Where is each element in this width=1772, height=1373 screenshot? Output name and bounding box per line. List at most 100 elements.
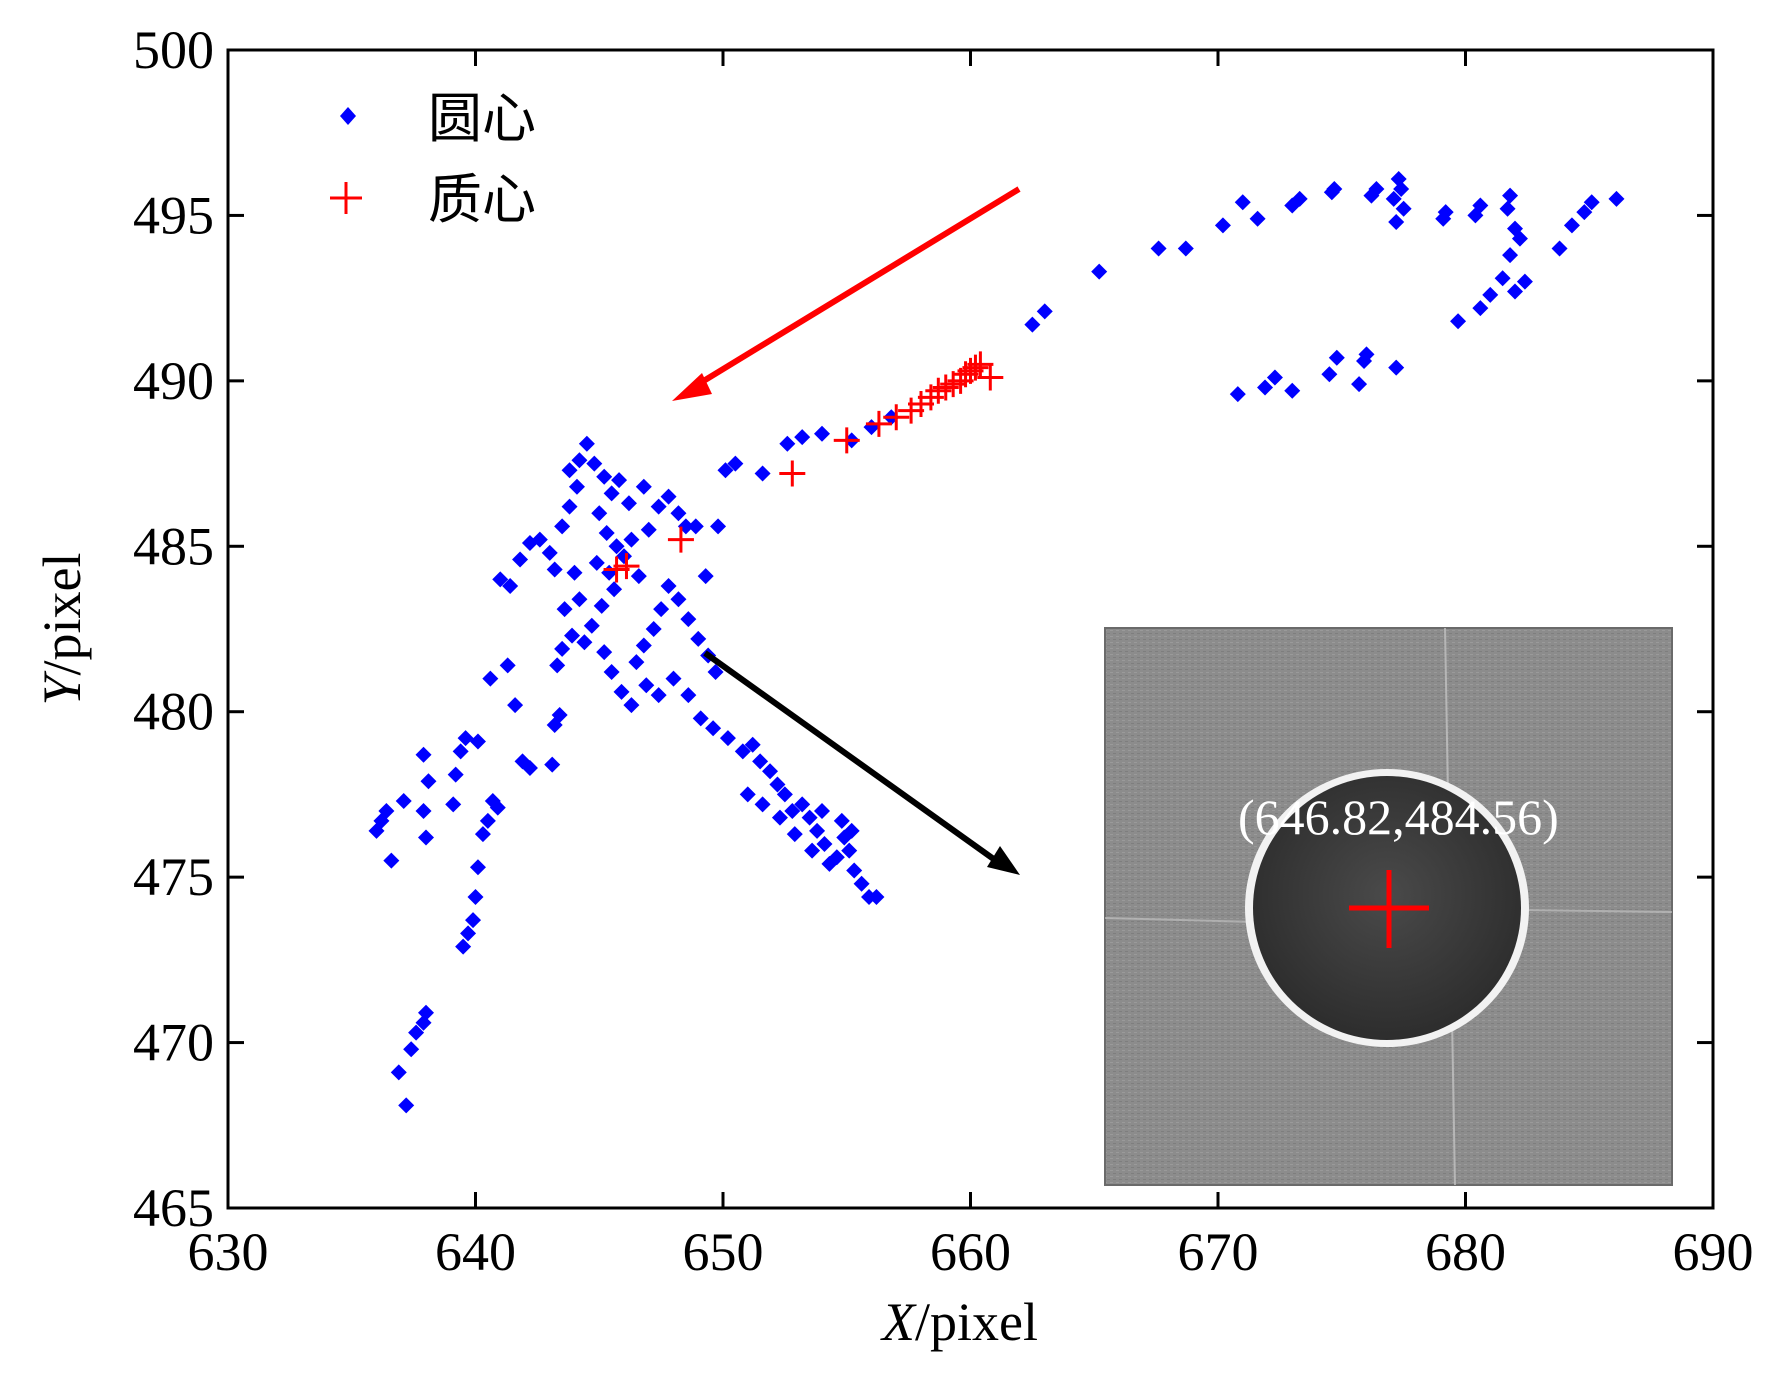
circle-center-point-131	[727, 455, 744, 472]
circle-center-point-121	[786, 826, 803, 843]
circle-center-point-132	[754, 465, 771, 482]
circle-center-point-90	[588, 554, 605, 571]
circle-center-point-51	[561, 498, 578, 515]
circle-center-point-16	[418, 829, 434, 846]
circle-center-point-156	[1395, 200, 1412, 217]
circle-center-point-67	[583, 617, 600, 634]
circle-center-point-14	[383, 852, 400, 869]
circle-center-point-5	[418, 1004, 434, 1021]
circle-center-point-94	[665, 670, 682, 687]
circle-center-point-174	[1563, 217, 1580, 234]
circle-center-point-44	[502, 577, 519, 594]
circle-center-point-163	[1502, 187, 1519, 204]
circle-center-point-137	[863, 419, 880, 436]
circle-center-point-155	[1393, 180, 1410, 197]
y-tick-label-0: 465	[133, 1178, 214, 1238]
centroid-point-1	[613, 553, 640, 580]
circle-center-point-71	[613, 683, 630, 700]
circle-center-point-28	[489, 799, 506, 816]
circle-center-point-82	[707, 664, 724, 681]
circle-center-point-60	[598, 525, 615, 542]
circle-center-point-42	[566, 564, 583, 581]
circle-center-point-29	[482, 670, 499, 687]
circle-center-point-37	[549, 657, 566, 674]
circle-center-point-135	[814, 425, 830, 442]
circle-center-point-50	[554, 518, 571, 535]
y-axis-title: Y/pixel	[32, 552, 92, 705]
circle-center-point-143	[1177, 240, 1194, 257]
circle-center-point-108	[809, 822, 826, 839]
circle-center-point-157	[1388, 214, 1405, 231]
circle-center-point-165	[1502, 247, 1519, 264]
circle-center-point-133	[779, 435, 796, 452]
circle-center-point-21	[447, 766, 464, 783]
circle-center-point-124	[833, 812, 850, 829]
circle-center-point-186	[1358, 346, 1375, 363]
circle-center-point-33	[521, 759, 538, 776]
circle-center-point-59	[591, 505, 608, 522]
circle-center-point-187	[1388, 359, 1405, 376]
circle-center-point-167	[1482, 286, 1499, 303]
circle-center-point-142	[1150, 240, 1167, 257]
axis-tick-labels: 630 640 650 660 670 680 690 465 470 475 480 485 490 4…	[133, 20, 1754, 1282]
circle-center-point-41	[571, 591, 588, 608]
circle-center-point-40	[556, 601, 573, 618]
circle-center-point-159	[1437, 204, 1454, 221]
circle-center-point-54	[571, 452, 588, 469]
circle-center-point-114	[846, 862, 863, 879]
circle-center-point-170	[1507, 283, 1523, 300]
y-tick-label-7: 500	[133, 20, 214, 80]
circle-center-point-178	[1229, 386, 1246, 403]
circle-center-point-92	[638, 677, 655, 694]
circle-center-point-23	[457, 730, 474, 747]
circle-center-point-15	[395, 793, 412, 810]
circle-center-point-134	[794, 429, 811, 446]
x-tick-label-6: 690	[1673, 1222, 1754, 1282]
circle-center-point-61	[608, 538, 625, 555]
circle-center-point-65	[606, 581, 623, 598]
circle-center-point-181	[1284, 382, 1301, 399]
circle-center-point-86	[670, 505, 687, 522]
circle-center-point-7	[460, 925, 477, 942]
circle-center-point-72	[623, 697, 640, 714]
x-tick-label-0: 630	[188, 1222, 269, 1282]
circle-center-point-64	[630, 568, 647, 585]
x-axis-title: X/pixel	[880, 1292, 1038, 1352]
circle-center-point-118	[739, 786, 756, 803]
y-tick-label-6: 495	[133, 185, 214, 245]
centroid-point-16	[962, 354, 989, 381]
circle-center-point-182	[1321, 366, 1338, 383]
circle-center-point-115	[853, 875, 870, 892]
inset-coordinate-label: (646.82,484.56)	[1238, 789, 1559, 845]
circle-center-point-119	[754, 796, 771, 813]
y-tick-label-4: 485	[133, 516, 214, 576]
circle-center-point-75	[645, 621, 662, 637]
circle-center-point-107	[801, 809, 818, 826]
circle-center-point-173	[1551, 240, 1568, 257]
circle-center-point-18	[420, 773, 437, 790]
y-tick-label-5: 490	[133, 351, 214, 411]
circle-center-point-8	[465, 912, 482, 929]
circle-center-point-100	[744, 736, 761, 753]
circle-center-point-98	[719, 730, 736, 747]
circle-center-point-89	[611, 472, 628, 489]
circle-center-point-113	[841, 842, 858, 859]
series-circle-centers	[368, 171, 1625, 1114]
circle-center-point-3	[408, 1024, 425, 1041]
y-tick-label-3: 480	[133, 682, 214, 742]
circle-center-point-85	[660, 488, 677, 505]
legend-label-centroid: 质心	[428, 168, 536, 231]
circle-center-point-177	[1608, 190, 1625, 207]
circle-center-point-152	[1368, 180, 1385, 197]
circle-center-point-175	[1576, 204, 1593, 221]
centroid-point-4	[833, 427, 860, 454]
x-axis-unit: /pixel	[915, 1292, 1038, 1352]
circle-center-point-53	[561, 462, 578, 479]
circle-center-point-150	[1326, 180, 1343, 197]
circle-center-point-55	[578, 435, 595, 452]
circle-center-point-47	[531, 531, 548, 548]
circle-center-point-74	[635, 637, 652, 654]
circle-center-point-109	[816, 836, 833, 853]
red-arrow	[672, 186, 1021, 401]
circle-center-point-68	[576, 634, 593, 651]
